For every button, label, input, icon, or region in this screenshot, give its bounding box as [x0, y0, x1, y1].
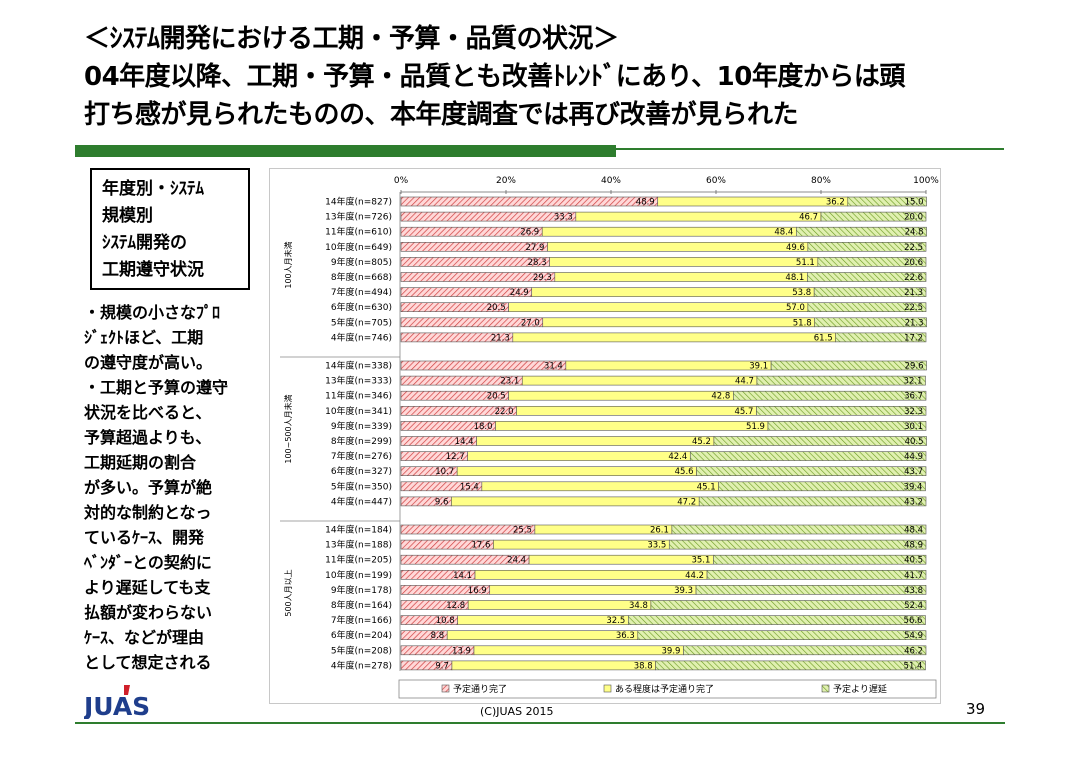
page-number: 39: [966, 700, 986, 718]
side-note-line: ｹｰｽ、などが理由: [84, 628, 205, 647]
title-underline-line: [616, 148, 1004, 150]
logo-text: JUAS: [84, 692, 150, 719]
side-note-line: の遵守度が高い。: [84, 353, 213, 372]
slide-title: ＜ｼｽﾃﾑ開発における工期・予算・品質の状況＞ 04年度以降、工期・予算・品質と…: [84, 20, 1044, 134]
title-line-3: 打ち感が見られたものの、本年度調査では再び改善が見られた: [84, 100, 799, 130]
side-note-line: ているｹｰｽ、開発: [84, 528, 205, 547]
side-note-line: ﾍﾞﾝﾀﾞｰとの契約に: [84, 553, 212, 572]
caption-line-4: 工期遵守状況: [102, 260, 204, 280]
title-line-1: ＜ｼｽﾃﾑ開発における工期・予算・品質の状況＞: [84, 24, 619, 54]
side-note-line: 払額が変わらない: [84, 603, 213, 622]
chart-caption-box: 年度別・ｼｽﾃﾑ 規模別 ｼｽﾃﾑ開発の 工期遵守状況: [90, 168, 250, 290]
side-notes: ・規模の小さなﾌﾟﾛ ｼﾞｪｸﾄほど、工期 の遵守度が高い。 ・工期と予算の遵守 状況を…: [84, 300, 264, 675]
title-underline-bar: [75, 145, 616, 157]
side-note-line: 状況を比べると、: [84, 403, 212, 422]
caption-line-2: 規模別: [102, 206, 153, 226]
logo-accent-mark: [124, 685, 130, 695]
side-note-line: が多い。予算が絶: [84, 478, 213, 497]
side-note-line: 予算超過よりも、: [84, 428, 212, 447]
caption-line-3: ｼｽﾃﾑ開発の: [102, 233, 187, 253]
footer-line: [75, 722, 1005, 724]
side-note-line: ｼﾞｪｸﾄほど、工期: [84, 328, 204, 347]
copyright: (C)JUAS 2015: [480, 705, 554, 718]
juas-logo: JUAS: [84, 685, 150, 719]
caption-line-1: 年度別・ｼｽﾃﾑ: [102, 179, 204, 199]
side-note-line: 工期延期の割合: [84, 453, 197, 472]
side-note-line: 対的な制約となっ: [84, 503, 212, 522]
side-note-line: より遅延しても支: [84, 578, 211, 597]
chart-frame: [269, 168, 941, 704]
title-line-2: 04年度以降、工期・予算・品質とも改善ﾄﾚﾝﾄﾞにあり、10年度からは頭: [84, 62, 905, 92]
side-note-line: ・規模の小さなﾌﾟﾛ: [84, 303, 221, 322]
side-note-line: として想定される: [84, 653, 212, 672]
side-note-line: ・工期と予算の遵守: [84, 378, 229, 397]
